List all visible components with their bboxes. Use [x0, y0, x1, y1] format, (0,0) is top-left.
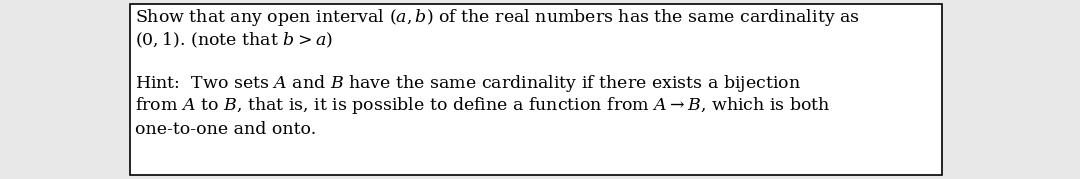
Text: $(0,1)$. (note that $b > a$): $(0,1)$. (note that $b > a$) [135, 30, 333, 50]
Text: one-to-one and onto.: one-to-one and onto. [135, 122, 316, 139]
Text: from $A$ to $B$, that is, it is possible to define a function from $A \rightarro: from $A$ to $B$, that is, it is possible… [135, 96, 831, 117]
Text: Hint:  Two sets $A$ and $B$ have the same cardinality if there exists a bijectio: Hint: Two sets $A$ and $B$ have the same… [135, 74, 801, 95]
FancyBboxPatch shape [130, 4, 942, 175]
Text: Show that any open interval $(a,b)$ of the real numbers has the same cardinality: Show that any open interval $(a,b)$ of t… [135, 8, 860, 28]
